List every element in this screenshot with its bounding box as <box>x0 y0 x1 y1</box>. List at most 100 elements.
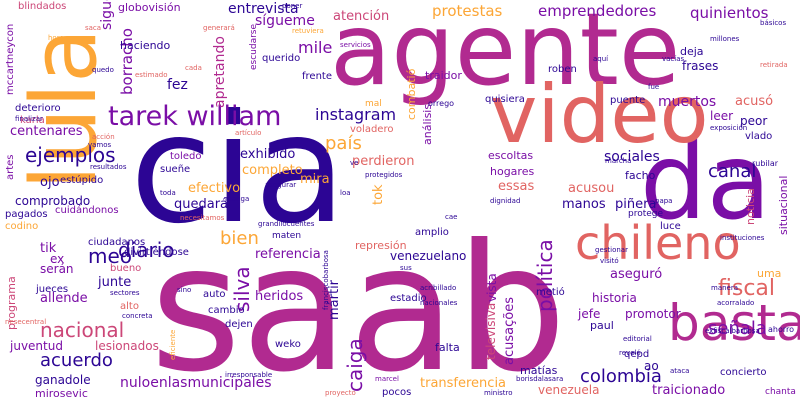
word-efectivo: efectivo <box>188 181 241 196</box>
word-voladero: voladero <box>350 124 394 135</box>
word-politica: política <box>533 239 557 312</box>
word-cambio: cambio <box>208 305 245 316</box>
word-revelo: reveló <box>619 349 641 357</box>
word-nesecentral: nesecentral <box>5 318 47 326</box>
word-marcel: marcel <box>375 375 399 383</box>
word-mira: mira <box>300 172 330 187</box>
word-pagados: pagados <box>5 209 48 220</box>
word-qepd: qepd <box>624 349 650 360</box>
word-finalizar: finalizar <box>15 115 43 123</box>
word-emprendedores: emprendedores <box>538 2 657 20</box>
word-querido: querido <box>262 53 301 64</box>
word-acuso: acusó <box>735 94 774 109</box>
word-haciendo: haciendo <box>120 39 171 52</box>
word-deja: deja <box>680 45 704 58</box>
word-cuidadonos: cuidándonos <box>55 205 119 216</box>
word-codino: codino <box>5 221 39 232</box>
word-ataca: ataca <box>670 367 690 375</box>
word-acuerdo: acuerdo <box>40 350 113 371</box>
word-video: video <box>490 68 709 161</box>
word-chileno: chileno <box>575 216 741 270</box>
word-ex: ex <box>50 252 65 266</box>
word-completo: completo <box>242 163 303 178</box>
word-ahorro: ahorro <box>768 325 795 334</box>
word-ganadole: ganadole <box>35 373 91 387</box>
word-escudarse: escudarse <box>249 23 259 70</box>
word-vista: vista <box>485 273 499 302</box>
word-noticia: noticia <box>744 188 757 225</box>
word-meo: meo <box>88 244 133 268</box>
word-traidor: traidor <box>425 69 462 82</box>
word-saca: saca <box>85 24 102 32</box>
word-toda: toda <box>160 189 176 197</box>
word-irresponsable: irresponsable <box>225 371 273 379</box>
word-atencion: atención <box>333 9 390 24</box>
word-basta: basta <box>668 294 800 352</box>
word-ciudadanos: ciudadanos <box>88 237 146 248</box>
word-cada: cada <box>185 64 202 72</box>
word-aqui: aquí <box>593 55 609 63</box>
word-cia: cia <box>130 83 347 257</box>
word-heridos: heridos <box>255 289 304 304</box>
word-apretando: apretando <box>212 36 228 108</box>
word-traicionado: traicionado <box>652 383 726 398</box>
word-caiga: caiga <box>343 338 367 392</box>
word-falta: falta <box>435 341 460 354</box>
word-nacional: nacional <box>40 318 125 342</box>
word-pinera: piñera <box>615 197 657 212</box>
word-grandilocuentes: grandilocuentes <box>258 220 315 228</box>
word-quedara: quedará <box>174 197 229 212</box>
word-globovision: globovisión <box>118 1 181 14</box>
word-acorralado: acorralado <box>717 299 755 307</box>
word-orrego: orrego <box>428 99 455 108</box>
word-puente: puente <box>610 95 646 106</box>
word-rubilar: rubilar <box>752 159 779 168</box>
word-instagram: instagram <box>315 105 397 124</box>
word-saab: saab <box>150 208 567 400</box>
word-vacias: vacías <box>662 55 685 63</box>
word-protege: protege <box>628 209 664 219</box>
word-roben: roben <box>548 64 577 75</box>
word-allende: allende <box>40 291 88 306</box>
word-accion: acción <box>92 133 115 141</box>
word-essas: essas <box>498 179 535 194</box>
word-transferencia: transferencia <box>420 376 507 391</box>
word-ejemplos: ejemplos <box>25 143 116 167</box>
word-facho: facho <box>625 169 656 182</box>
word-ve: ve <box>350 159 359 167</box>
word-papa: papa <box>655 197 673 205</box>
word-manos: manos <box>562 197 606 212</box>
word-concreta: concreta <box>122 312 153 320</box>
word-bueno: bueno <box>110 263 142 274</box>
word-estupido: estúpido <box>60 175 104 186</box>
word-articulo: artículo <box>235 129 262 137</box>
word-retirada: retirada <box>760 61 788 69</box>
word-estimado: estimado <box>135 71 168 79</box>
word-sino: sino <box>177 286 192 294</box>
word-vamos: vamos <box>88 141 112 149</box>
word-tarek-william: tarek william <box>108 101 282 132</box>
word-mirosevic: mirosevic <box>35 387 88 400</box>
word-editorial: editorial <box>623 335 652 343</box>
word-nuloenlasmunicipales: nuloenlasmunicipales <box>120 375 272 391</box>
word-centenares: centenares <box>10 124 83 139</box>
word-frases: frases <box>682 59 719 73</box>
word-hora: hora <box>48 34 64 42</box>
word-sus: sus <box>400 264 412 272</box>
word-chanta: chanta <box>765 387 796 397</box>
word-referencia: referencia <box>255 247 321 262</box>
word-borisdalasara: borisdalasara <box>516 375 564 383</box>
word-exposicion: exposición <box>710 124 748 132</box>
word-da: da <box>640 121 771 243</box>
word-lesionados: lesionados <box>95 339 159 353</box>
word-marcha: marcha <box>605 157 632 165</box>
word-eficiente: eficiente <box>169 329 177 360</box>
word-uma: uma <box>757 267 782 280</box>
word-jueces: jueces <box>36 284 69 295</box>
word-artes: artes <box>5 154 16 180</box>
word-acribillado: acribillado <box>420 284 457 292</box>
word-alto: alto <box>120 301 139 312</box>
word-peor: peor <box>740 114 768 128</box>
word-franciscobarbosa: franciscobarbosa <box>322 250 330 310</box>
